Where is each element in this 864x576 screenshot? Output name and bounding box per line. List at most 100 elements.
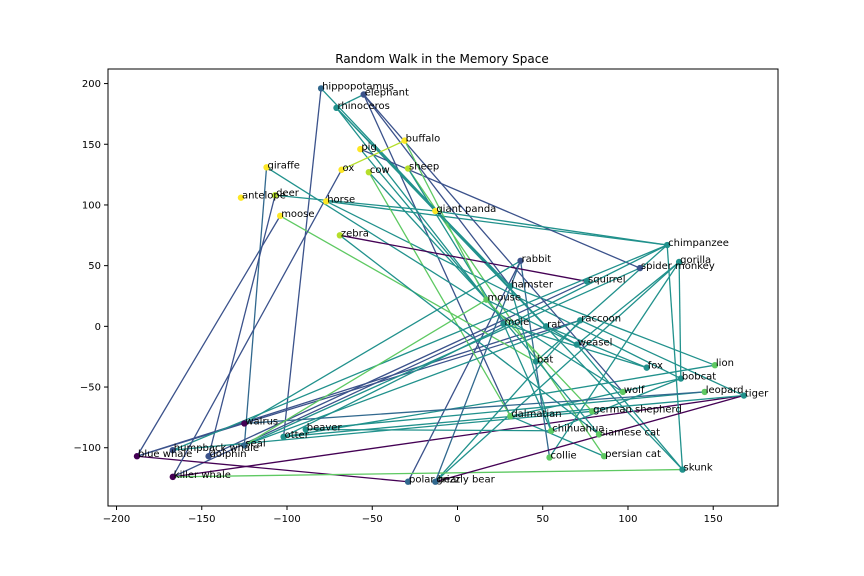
edge-seal-spider-monkey (244, 267, 641, 446)
point-label-hippopotamus: hippopotamus (322, 81, 394, 92)
point-label-dalmatian: dalmatian (511, 409, 561, 420)
x-tick-label: −100 (273, 514, 300, 525)
point-squirrel (583, 278, 591, 285)
edge-gorilla-bobcat (678, 261, 682, 379)
point-label-mouse: mouse (487, 293, 521, 304)
point-label-killer-whale: killer whale (174, 470, 231, 481)
point-label-giraffe: giraffe (268, 160, 300, 171)
edge-giraffe-seal (243, 167, 268, 446)
point-label-antelope: antelope (242, 191, 286, 202)
point-bobcat (677, 375, 685, 382)
point-grizzly-bear (432, 478, 439, 485)
point-rabbit (517, 257, 524, 264)
point-label-bobcat: bobcat (682, 372, 716, 383)
edge-weasel-gorilla (576, 261, 680, 346)
edge-german-shepherd-mouse (486, 299, 593, 412)
point-raccoon (577, 317, 584, 324)
point-label-deer: deer (276, 188, 300, 199)
edge-dolphin-deer (207, 195, 276, 457)
edge-deer-giant-panda (275, 194, 436, 212)
edge-hamster-rhinoceros (335, 107, 511, 287)
point-wolf (619, 388, 627, 396)
edge-skunk-weasel (576, 344, 684, 471)
point-label-raccoon: raccoon (581, 313, 621, 324)
edge-leopard-walrus (244, 391, 705, 425)
point-cow (365, 168, 373, 176)
point-skunk (679, 466, 686, 473)
y-tick-label: 50 (88, 261, 101, 272)
point-label-skunk: skunk (684, 463, 713, 474)
edge-grizzly-bear-gorilla (434, 261, 680, 483)
point-mole (500, 320, 507, 328)
point-tiger (740, 392, 748, 399)
y-tick-label: 100 (82, 200, 101, 211)
edge-bobcat-dalmatian (510, 377, 681, 417)
point-horse (323, 198, 330, 205)
edge-zebra-squirrel (339, 234, 588, 283)
point-label-elephant: elephant (365, 87, 409, 98)
edge-squirrel-dolphin (208, 280, 588, 457)
point-giant-panda (432, 207, 439, 215)
point-weasel (573, 341, 581, 348)
edge-raccoon-grizzly-bear (434, 319, 581, 483)
edge-blue-whale-moose (136, 215, 281, 457)
edge-grizzly-bear-tiger (435, 394, 745, 483)
point-giraffe (263, 164, 270, 171)
x-tick-label: −50 (362, 514, 383, 525)
y-tick-label: 0 (95, 322, 101, 333)
edge-rabbit-grizzly-bear (434, 260, 522, 482)
edge-mole-chihuahua (502, 323, 552, 432)
point-label-zebra: zebra (341, 228, 369, 239)
x-tick-label: 100 (618, 514, 637, 525)
point-label-otter: otter (285, 430, 310, 441)
y-axis: −100 −50 0 50 100 150 200 (74, 79, 108, 454)
edge-cow-mouse (368, 171, 487, 301)
point-label-fox: fox (648, 361, 663, 372)
point-label-rabbit: rabbit (522, 254, 552, 265)
point-label-sheep: sheep (409, 162, 439, 173)
point-label-squirrel: squirrel (588, 274, 625, 285)
point-label-humpback-whale: humpback whale (174, 443, 259, 454)
y-tick-label: −100 (74, 443, 101, 454)
point-leopard (701, 388, 708, 396)
edge-ox-killer-whale (172, 169, 343, 478)
edge-chihuahua-hamster (509, 286, 552, 431)
point-label-ox: ox (343, 163, 355, 174)
point-label-spider-monkey: spider monkey (641, 261, 715, 272)
point-label-siamese-cat: siamese cat (600, 427, 660, 438)
point-dalmatian (507, 412, 514, 420)
edge-hamster-elephant (363, 94, 511, 287)
point-collie (546, 454, 553, 461)
point-label-horse: horse (327, 194, 355, 205)
point-hippopotamus (317, 85, 325, 92)
point-label-dolphin: dolphin (210, 449, 247, 460)
point-siamese-cat (595, 431, 603, 438)
edge-rabbit-polar-bear (407, 260, 522, 483)
point-ox (338, 166, 345, 173)
point-label-persian-cat: persian cat (605, 449, 661, 460)
edge-rat-fox (545, 325, 647, 369)
y-tick-label: 200 (82, 79, 101, 90)
edge-dalmatian-persian-cat (510, 415, 605, 457)
y-tick-label: −50 (80, 383, 101, 394)
edge-chihuahua-beaver (305, 428, 552, 432)
edge-dalmatian-cow (368, 171, 511, 417)
edge-mouse-rhinoceros (335, 107, 487, 301)
point-seal (241, 442, 248, 449)
point-rhinoceros (333, 104, 340, 112)
point-antelope (237, 194, 245, 201)
point-german-shepherd (588, 408, 596, 415)
point-label-lion: lion (716, 358, 734, 369)
point-label-tiger: tiger (745, 389, 769, 400)
point-label-seal: seal (245, 438, 265, 449)
point-elephant (360, 91, 367, 98)
point-beaver (302, 426, 309, 433)
point-sheep (404, 165, 412, 172)
edge-bat-chimpanzee (535, 244, 668, 363)
point-pig (357, 145, 364, 153)
edge-pig-siamese-cat (359, 148, 600, 435)
point-moose (276, 212, 284, 220)
